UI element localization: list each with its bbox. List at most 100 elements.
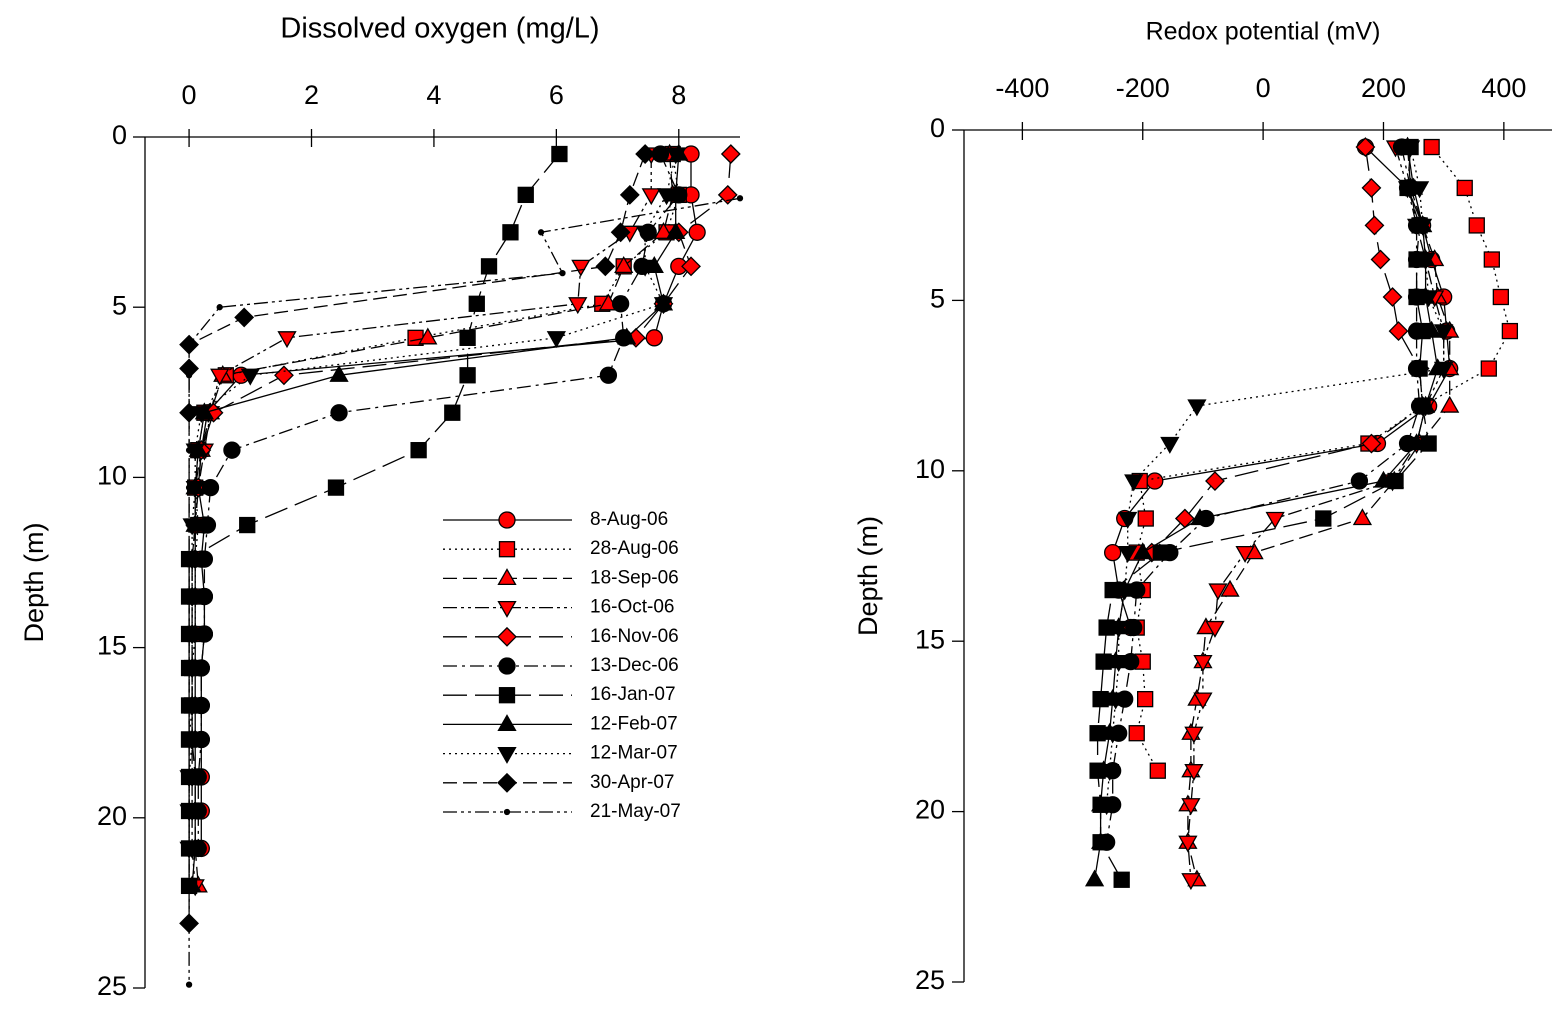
marker [1106, 692, 1126, 710]
marker [327, 479, 345, 496]
legend-label: 16-Jan-07 [590, 684, 676, 705]
marker [1124, 474, 1144, 492]
marker [1361, 178, 1382, 198]
legend-item: 30-Apr-07 [443, 772, 675, 793]
marker [645, 329, 663, 347]
marker [1103, 726, 1123, 744]
marker [1160, 436, 1180, 454]
marker [185, 882, 193, 890]
y-tick-label: 25 [97, 971, 127, 1001]
marker [571, 259, 591, 277]
y-tick-label: 15 [97, 631, 127, 661]
marker [1115, 583, 1135, 601]
legend-label: 12-Mar-07 [590, 743, 678, 764]
marker [410, 442, 427, 459]
marker [418, 327, 438, 345]
marker [1483, 251, 1500, 268]
marker [1411, 360, 1428, 377]
legend-item: 28-Aug-06 [443, 538, 679, 559]
marker [1440, 395, 1460, 413]
x-tick-label: 400 [1481, 73, 1526, 103]
marker [1190, 508, 1210, 526]
marker [1137, 510, 1154, 527]
marker [185, 372, 193, 379]
marker [1492, 288, 1509, 306]
marker [1412, 218, 1433, 236]
series-line [1136, 146, 1511, 772]
marker [619, 184, 640, 205]
series-line [194, 153, 732, 560]
marker [517, 186, 534, 204]
marker [1419, 290, 1439, 308]
series-line [1151, 146, 1424, 554]
marker [1208, 583, 1228, 601]
marker [595, 256, 616, 277]
marker [635, 259, 655, 277]
marker [185, 664, 193, 672]
series-line [188, 153, 677, 849]
marker [185, 409, 193, 416]
x-tick-label: 2 [304, 80, 319, 110]
x-tick-label: 4 [426, 80, 441, 110]
marker [1133, 542, 1153, 560]
marker [736, 195, 744, 202]
y-tick-label: 20 [915, 795, 945, 825]
y-axis-title: Depth (m) [853, 516, 883, 636]
marker [274, 365, 294, 386]
series-line [188, 153, 680, 740]
legend-label: 8-Aug-06 [590, 509, 668, 530]
y-tick-label: 5 [112, 290, 127, 320]
marker [1193, 692, 1213, 710]
series [185, 144, 741, 570]
y-tick-label: 0 [112, 120, 127, 150]
marker [537, 229, 545, 236]
y-axis-title: Depth (m) [19, 522, 49, 642]
marker [1193, 654, 1213, 672]
marker [468, 295, 485, 312]
marker [641, 188, 661, 206]
legend-label: 28-Aug-06 [590, 538, 679, 559]
legend-label: 30-Apr-07 [590, 772, 675, 793]
marker [185, 341, 193, 348]
marker [1382, 287, 1403, 307]
x-tick-label: 200 [1361, 73, 1406, 103]
x-tick-label: 0 [182, 80, 197, 110]
marker [185, 593, 193, 600]
series-line [191, 153, 674, 886]
marker [1415, 395, 1436, 413]
series [179, 147, 686, 859]
marker [1220, 579, 1240, 597]
marker [210, 368, 230, 386]
marker [1137, 690, 1154, 708]
series-line [1105, 146, 1421, 843]
y-tick-label: 10 [97, 461, 127, 491]
marker [185, 447, 193, 454]
series-line [188, 153, 646, 924]
marker [546, 331, 566, 349]
marker [1400, 140, 1421, 158]
marker [1084, 869, 1105, 887]
y-tick-label: 15 [915, 624, 945, 654]
marker [1315, 510, 1332, 527]
marker [1370, 249, 1391, 270]
legend-item: 12-Feb-07 [443, 713, 678, 734]
legend-label: 21-May-07 [590, 801, 681, 822]
marker [1406, 433, 1427, 451]
marker [1118, 545, 1138, 563]
marker [1205, 471, 1225, 491]
y-tick-label: 0 [930, 113, 945, 143]
x-axis-title: Redox potential (mV) [1146, 18, 1381, 46]
marker [1109, 620, 1129, 638]
marker [185, 845, 193, 852]
marker [666, 221, 686, 239]
marker [1355, 137, 1376, 157]
marker [201, 478, 220, 497]
marker [1128, 725, 1145, 742]
marker [1181, 873, 1201, 891]
marker [1434, 324, 1454, 342]
legend-item: 16-Oct-06 [443, 597, 674, 618]
legend-marker [498, 657, 516, 675]
marker [1152, 544, 1169, 561]
marker [559, 270, 566, 277]
